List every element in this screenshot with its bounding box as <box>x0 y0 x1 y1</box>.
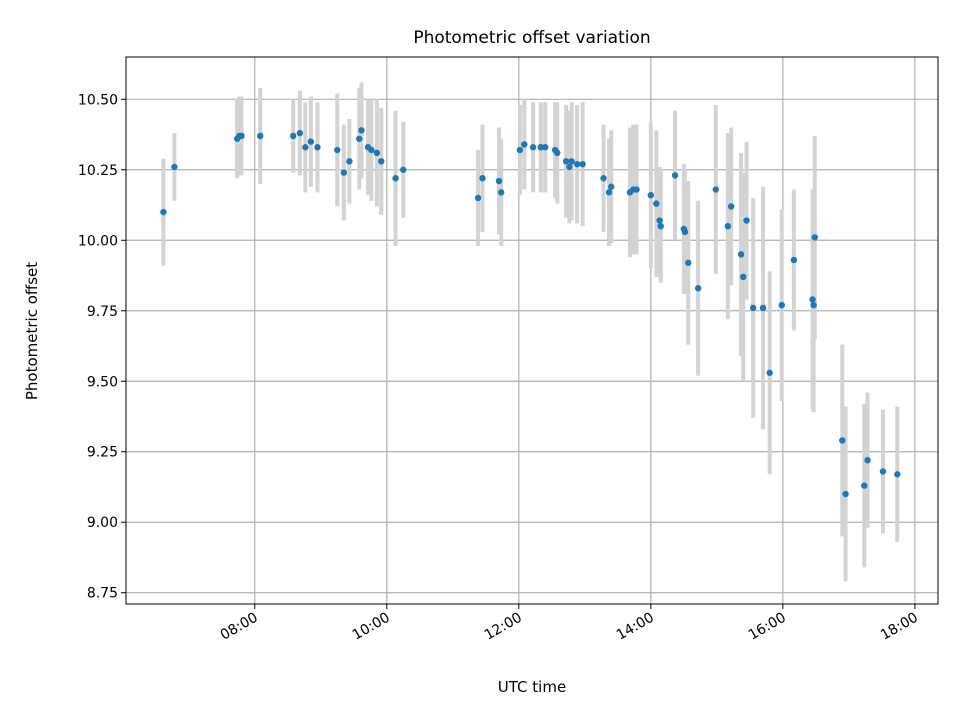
error-bars <box>161 82 900 582</box>
data-point <box>633 186 640 193</box>
data-point <box>171 163 178 171</box>
data-point <box>724 222 732 230</box>
data-point <box>346 158 353 165</box>
data-point <box>392 175 399 182</box>
data-point <box>842 490 849 498</box>
data-point <box>516 146 524 154</box>
y-tick-label: 9.25 <box>87 445 118 461</box>
data-point <box>647 191 655 199</box>
x-tick-label: 12:00 <box>482 610 525 644</box>
data-point <box>537 144 545 151</box>
data-point <box>497 189 505 196</box>
data-point <box>238 132 245 140</box>
data-point <box>579 160 586 168</box>
chart-title: Photometric offset variation <box>413 28 650 48</box>
data-point <box>712 186 719 193</box>
data-point <box>681 228 689 236</box>
data-point <box>894 471 901 478</box>
y-axis-label: Photometric offset <box>23 262 41 400</box>
x-tick-label: 18:00 <box>878 610 921 644</box>
data-point <box>749 304 757 312</box>
data-point <box>334 146 341 154</box>
data-point <box>314 144 321 151</box>
data-point <box>358 127 365 134</box>
data-point <box>562 158 570 165</box>
data-point <box>340 169 348 176</box>
y-tick-label: 9.00 <box>87 515 118 531</box>
x-axis-ticks: 08:00 10:00 12:00 14:00 16:00 18:00 <box>218 604 921 644</box>
x-tick-label: 08:00 <box>218 610 261 644</box>
data-point <box>356 135 363 142</box>
data-point <box>861 482 868 489</box>
x-tick-label: 14:00 <box>614 610 657 644</box>
data-point <box>296 129 304 137</box>
data-point <box>474 194 482 202</box>
data-point <box>302 144 309 151</box>
data-point <box>573 160 581 168</box>
data-point <box>554 149 561 157</box>
data-point <box>759 304 767 312</box>
data-point <box>657 222 664 230</box>
data-point <box>378 158 385 165</box>
y-tick-label: 9.75 <box>87 304 118 320</box>
data-point <box>879 468 887 475</box>
data-point <box>529 144 537 151</box>
y-axis-ticks: 8.75 9.00 9.25 9.50 9.75 10.00 10.25 10.50 <box>78 92 126 602</box>
data-point <box>566 163 573 171</box>
data-points <box>160 127 901 498</box>
x-axis-label: UTC time <box>498 678 566 696</box>
data-point <box>400 166 407 173</box>
data-point <box>608 183 615 190</box>
plot-frame <box>125 56 939 605</box>
data-point <box>839 437 846 444</box>
data-point <box>737 251 745 258</box>
y-tick-label: 10.50 <box>78 92 118 108</box>
x-tick-label: 10:00 <box>350 610 393 644</box>
data-point <box>373 149 381 157</box>
y-tick-label: 9.50 <box>87 374 118 390</box>
data-point <box>790 256 798 264</box>
data-point <box>542 144 549 151</box>
data-point <box>743 217 750 224</box>
data-point <box>521 141 528 148</box>
data-point <box>766 369 773 376</box>
y-tick-label: 10.00 <box>78 233 118 249</box>
data-point <box>740 273 747 281</box>
data-point <box>671 172 679 179</box>
data-point <box>600 175 607 182</box>
data-point <box>257 132 264 140</box>
data-point <box>811 234 818 241</box>
data-point <box>368 146 375 154</box>
data-point <box>685 259 692 267</box>
data-point <box>778 301 785 309</box>
data-point <box>810 301 817 309</box>
data-point <box>290 132 297 140</box>
data-point <box>864 457 871 464</box>
data-point <box>568 158 575 165</box>
data-point <box>495 177 503 185</box>
y-tick-label: 8.75 <box>87 586 118 602</box>
data-point <box>694 285 702 292</box>
data-point <box>160 208 167 216</box>
data-point <box>727 203 735 210</box>
data-point <box>653 200 660 207</box>
data-point <box>656 217 663 224</box>
data-point <box>605 189 613 196</box>
data-point <box>479 175 486 182</box>
data-point <box>307 138 315 145</box>
data-point <box>809 296 816 303</box>
x-tick-label: 16:00 <box>746 610 789 644</box>
y-tick-label: 10.25 <box>78 163 118 179</box>
